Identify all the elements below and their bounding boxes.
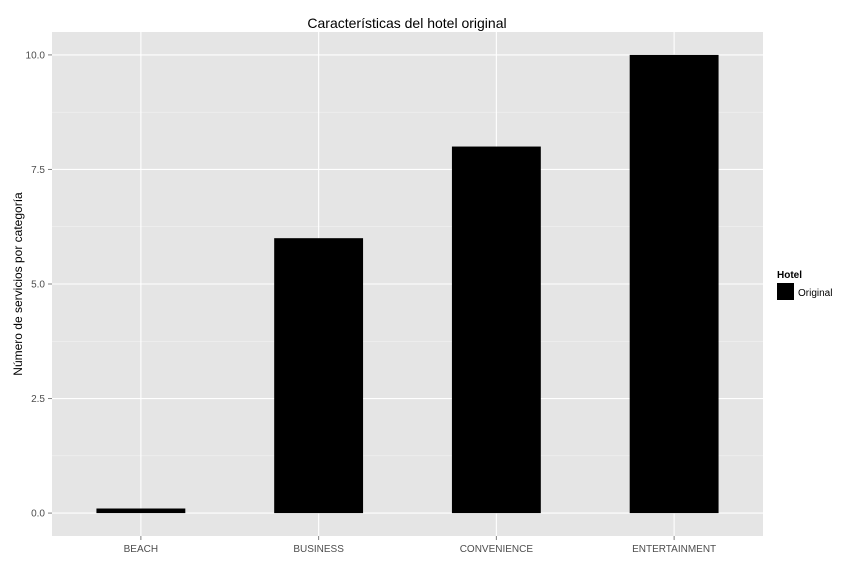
x-tick-label: CONVENIENCE xyxy=(460,544,534,555)
y-tick-label: 7.5 xyxy=(31,165,45,176)
x-tick-label: BUSINESS xyxy=(293,544,344,555)
y-tick-label: 0.0 xyxy=(31,509,45,520)
legend: Hotel Original xyxy=(777,270,832,300)
chart-title: Características del hotel original xyxy=(307,15,506,31)
bar-business xyxy=(274,238,364,514)
y-axis-label: Número de servicios por categoría xyxy=(11,192,25,376)
bar-convenience xyxy=(451,146,541,514)
bars xyxy=(96,54,719,514)
y-tick-label: 10.0 xyxy=(26,50,46,61)
y-tick-label: 2.5 xyxy=(31,394,45,405)
legend-key-original xyxy=(777,283,794,300)
bar-entertainment xyxy=(629,54,719,514)
bar-beach xyxy=(96,508,186,514)
x-tick-label: ENTERTAINMENT xyxy=(632,544,716,555)
y-axis: 0.0 2.5 5.0 7.5 10.0 xyxy=(26,50,52,520)
x-axis: BEACH BUSINESS CONVENIENCE ENTERTAINMENT xyxy=(124,536,716,555)
legend-label-original: Original xyxy=(798,288,832,299)
x-tick-label: BEACH xyxy=(124,544,158,555)
legend-title: Hotel xyxy=(777,270,802,281)
y-tick-label: 5.0 xyxy=(31,280,45,291)
